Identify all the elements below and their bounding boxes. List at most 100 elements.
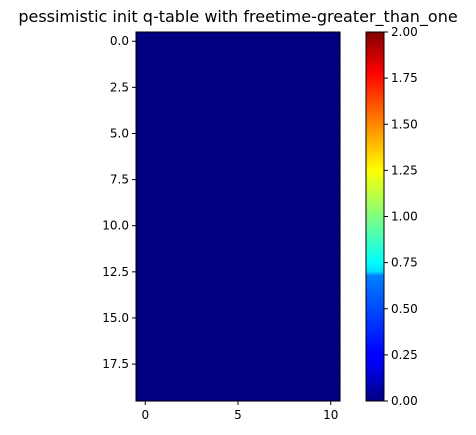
heatmap-cell	[135, 197, 156, 218]
heatmap-cell	[154, 327, 174, 347]
heatmap-cell	[210, 290, 230, 310]
heatmap-cell	[247, 142, 267, 162]
heatmap-cell	[154, 345, 174, 365]
heatmap-cell	[247, 216, 267, 236]
heatmap-cell	[228, 87, 248, 107]
heatmap-cell	[321, 197, 341, 218]
heatmap-cell	[172, 142, 193, 162]
heatmap-cell	[284, 290, 304, 310]
heatmap-cell	[172, 197, 193, 218]
heatmap-cell	[265, 308, 285, 328]
heatmap-cell	[247, 105, 267, 125]
heatmap-cell	[247, 179, 267, 199]
colorbar-tick-label: 1.50	[391, 117, 418, 131]
heatmap-cell	[191, 31, 211, 52]
colorbar-ticks: 0.00 0.25 0.50 0.75 1.00 1.25 1.50 1.75 2.00	[384, 25, 418, 408]
heatmap-cell	[210, 50, 230, 70]
heatmap-cell	[154, 382, 174, 402]
heatmap-cell	[135, 160, 156, 181]
heatmap-cell	[210, 271, 230, 291]
heatmap-cell	[284, 271, 304, 291]
heatmap-cell	[228, 327, 248, 347]
heatmap-cell	[154, 142, 174, 162]
heatmap-cell	[210, 87, 230, 107]
heatmap-cell	[154, 179, 174, 199]
heatmap-cell	[172, 327, 193, 347]
heatmap-cell	[321, 382, 341, 402]
heatmap-cell	[210, 31, 230, 52]
heatmap-cell	[284, 234, 304, 254]
heatmap-cell	[321, 179, 341, 199]
heatmap-cell	[191, 142, 211, 162]
heatmap-cell	[302, 105, 323, 125]
heatmap-cell	[265, 345, 285, 365]
heatmap-cell	[284, 142, 304, 162]
heatmap-cell	[154, 50, 174, 70]
heatmap-cell	[135, 345, 156, 365]
heatmap-cell	[228, 68, 248, 88]
colorbar-tick-label: 1.00	[391, 210, 418, 224]
heatmap-cell	[247, 68, 267, 88]
heatmap-cell	[284, 327, 304, 347]
heatmap-cell	[284, 345, 304, 365]
heatmap-cell	[265, 124, 285, 144]
heatmap-cell	[284, 253, 304, 273]
heatmap-cell	[265, 290, 285, 310]
heatmap-cell	[302, 50, 323, 70]
heatmap-cell	[154, 253, 174, 273]
heatmap-cell	[191, 216, 211, 236]
y-axis-ticks: 0.0 2.5 5.0 7.5 10.0 12.5 15.0 17.5	[102, 34, 136, 371]
heatmap-cell	[228, 216, 248, 236]
y-tick-label: 2.5	[110, 80, 129, 94]
x-tick-label: 10	[323, 408, 338, 422]
heatmap-cell	[172, 179, 193, 199]
heatmap-cell	[228, 124, 248, 144]
heatmap-cell	[191, 271, 211, 291]
heatmap-cell	[191, 290, 211, 310]
heatmap-cell	[302, 31, 323, 52]
heatmap-cell	[321, 105, 341, 125]
heatmap-cell	[302, 327, 323, 347]
heatmap-cell	[191, 105, 211, 125]
heatmap-cell	[135, 216, 156, 236]
heatmap-cell	[154, 160, 174, 181]
heatmap-cell	[228, 50, 248, 70]
heatmap-cell	[172, 382, 193, 402]
heatmap-cell	[265, 253, 285, 273]
heatmap-cell	[302, 234, 323, 254]
y-tick-label: 17.5	[102, 357, 129, 371]
heatmap-cell	[172, 290, 193, 310]
heatmap-cell	[154, 105, 174, 125]
heatmap-cell	[302, 363, 323, 384]
heatmap-cell	[210, 142, 230, 162]
heatmap-cell	[265, 234, 285, 254]
heatmap-cell	[191, 68, 211, 88]
heatmap-cell	[302, 87, 323, 107]
heatmap-cell	[135, 308, 156, 328]
colorbar-tick-label: 1.25	[391, 163, 418, 177]
heatmap-cells	[135, 31, 341, 402]
heatmap-cell	[210, 124, 230, 144]
heatmap-cell	[321, 160, 341, 181]
heatmap-cell	[210, 160, 230, 181]
heatmap-cell	[135, 50, 156, 70]
heatmap-cell	[135, 105, 156, 125]
heatmap-cell	[191, 234, 211, 254]
heatmap-cell	[210, 197, 230, 218]
heatmap-cell	[228, 290, 248, 310]
heatmap-cell	[247, 271, 267, 291]
heatmap-cell	[265, 50, 285, 70]
heatmap-cell	[265, 105, 285, 125]
heatmap-cell	[284, 160, 304, 181]
heatmap-cell	[247, 290, 267, 310]
heatmap-cell	[228, 179, 248, 199]
heatmap-cell	[321, 345, 341, 365]
x-axis-ticks: 0 5 10	[141, 401, 338, 422]
heatmap-cell	[191, 197, 211, 218]
heatmap-cell	[135, 290, 156, 310]
heatmap-cell	[265, 179, 285, 199]
heatmap-cell	[247, 345, 267, 365]
heatmap-cell	[228, 31, 248, 52]
heatmap-cell	[247, 253, 267, 273]
